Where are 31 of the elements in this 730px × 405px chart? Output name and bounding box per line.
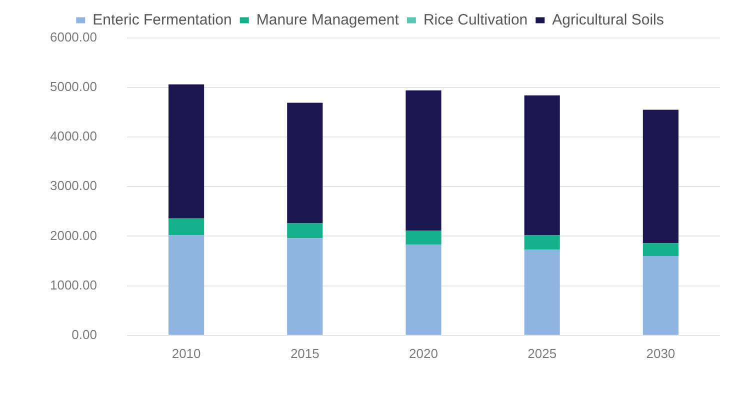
bar bbox=[287, 223, 323, 238]
bar bbox=[168, 84, 204, 218]
x-tick-label: 2015 bbox=[290, 346, 320, 361]
y-tick-label: 1000.00 bbox=[50, 277, 97, 292]
y-tick-label: 6000.00 bbox=[50, 29, 97, 44]
bar bbox=[524, 95, 560, 236]
bar bbox=[642, 110, 678, 244]
legend-label: Agricultural Soils bbox=[552, 11, 664, 28]
x-tick-label: 2025 bbox=[528, 346, 557, 361]
bar bbox=[642, 256, 678, 335]
x-tick-label: 2010 bbox=[172, 346, 201, 361]
bar bbox=[287, 238, 323, 335]
bar bbox=[168, 235, 204, 335]
bar bbox=[406, 90, 442, 231]
bar bbox=[168, 218, 204, 236]
bar bbox=[524, 250, 560, 335]
legend-label: Enteric Fermentation bbox=[92, 11, 232, 28]
y-tick-label: 4000.00 bbox=[50, 128, 97, 144]
y-tick-label: 0.00 bbox=[72, 326, 97, 342]
x-tick-label: 2030 bbox=[646, 346, 676, 361]
y-tick-label: 5000.00 bbox=[50, 78, 97, 94]
bar bbox=[406, 244, 442, 335]
legend-label: Manure Management bbox=[256, 11, 400, 28]
y-tick-label: 3000.00 bbox=[50, 178, 97, 194]
x-tick-label: 2020 bbox=[409, 346, 438, 361]
y-tick-label: 2000.00 bbox=[50, 228, 97, 243]
bar bbox=[287, 102, 323, 224]
bar bbox=[406, 230, 442, 245]
legend-label: Rice Cultivation bbox=[423, 11, 528, 28]
bar bbox=[642, 243, 678, 256]
bar bbox=[524, 235, 560, 250]
